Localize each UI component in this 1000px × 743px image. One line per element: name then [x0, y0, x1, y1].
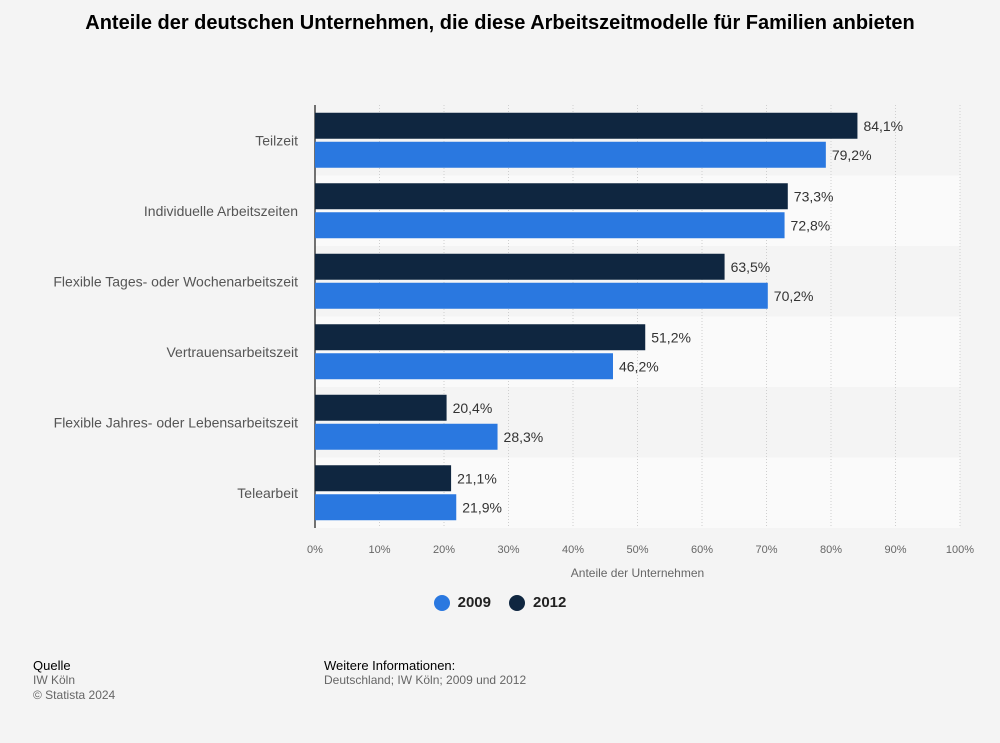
bar-2012	[315, 183, 788, 210]
data-label-2012: 51,2%	[651, 329, 691, 345]
data-label-2012: 63,5%	[731, 259, 771, 275]
bar-2012	[315, 112, 858, 139]
category-label: Individuelle Arbeitszeiten	[144, 203, 298, 219]
data-label-2009: 46,2%	[619, 358, 659, 374]
data-label-2012: 20,4%	[453, 400, 493, 416]
bar-2012	[315, 465, 452, 492]
legend-marker-2009	[433, 594, 450, 611]
x-tick-label: 40%	[562, 544, 584, 556]
bar-2009	[315, 353, 613, 380]
data-label-2009: 70,2%	[774, 288, 814, 304]
x-axis-label: Anteile der Unternehmen	[571, 566, 704, 580]
legend-label-2012: 2012	[533, 594, 567, 611]
data-label-2012: 21,1%	[457, 470, 497, 486]
legend-item-2009[interactable]: 2009	[433, 594, 491, 611]
source-heading: Quelle	[33, 658, 71, 673]
source-block: Quelle IW Köln © Statista 2024	[33, 658, 115, 703]
legend: 2009 2012	[0, 594, 1000, 611]
bar-2012	[315, 253, 725, 280]
x-tick-label: 70%	[755, 544, 777, 556]
info-text: Deutschland; IW Köln; 2009 und 2012	[324, 673, 527, 687]
data-label-2009: 72,8%	[791, 217, 831, 233]
data-label-2009: 79,2%	[832, 147, 872, 163]
x-tick-label: 80%	[820, 544, 842, 556]
x-tick-label: 60%	[691, 544, 713, 556]
x-tick-label: 0%	[307, 544, 323, 556]
data-label-2009: 28,3%	[504, 429, 544, 445]
category-label: Teilzeit	[255, 132, 298, 148]
x-tick-label: 20%	[433, 544, 455, 556]
category-label: Telearbeit	[237, 485, 298, 501]
legend-marker-2012	[509, 594, 525, 611]
chart-title: Anteile der deutschen Unternehmen, die d…	[85, 12, 915, 34]
x-tick-label: 50%	[626, 544, 648, 556]
legend-item-2012[interactable]: 2012	[509, 594, 566, 611]
data-label-2012: 73,3%	[794, 188, 834, 204]
x-tick-label: 90%	[884, 544, 906, 556]
bar-2009	[315, 494, 457, 521]
bar-2009	[315, 212, 785, 239]
bar-2009	[315, 282, 768, 309]
x-tick-label: 100%	[946, 544, 974, 556]
bar-2009	[315, 423, 498, 450]
category-label: Flexible Tages- oder Wochenarbeitszeit	[53, 273, 298, 289]
category-label: Flexible Jahres- oder Lebensarbeitszeit	[54, 414, 298, 430]
info-block: Weitere Informationen: Deutschland; IW K…	[324, 658, 526, 688]
source-line-1[interactable]: IW Köln	[33, 673, 76, 687]
info-heading[interactable]: Weitere Informationen:	[324, 658, 456, 673]
data-label-2012: 84,1%	[863, 118, 903, 134]
category-label: Vertrauensarbeitszeit	[166, 344, 298, 360]
bar-2012	[315, 324, 646, 351]
bar-chart: 0% 10% 20% 30% 40% 50% 60% 70% 80% 90% 100% Anteile…	[53, 105, 974, 580]
data-label-2009: 21,9%	[462, 499, 502, 515]
legend-label-2009: 2009	[457, 594, 491, 611]
x-tick-label: 30%	[497, 544, 519, 556]
bar-2009	[315, 141, 826, 168]
bar-2012	[315, 394, 447, 421]
x-tick-label: 10%	[368, 544, 390, 556]
source-line-2: © Statista 2024	[33, 688, 116, 702]
